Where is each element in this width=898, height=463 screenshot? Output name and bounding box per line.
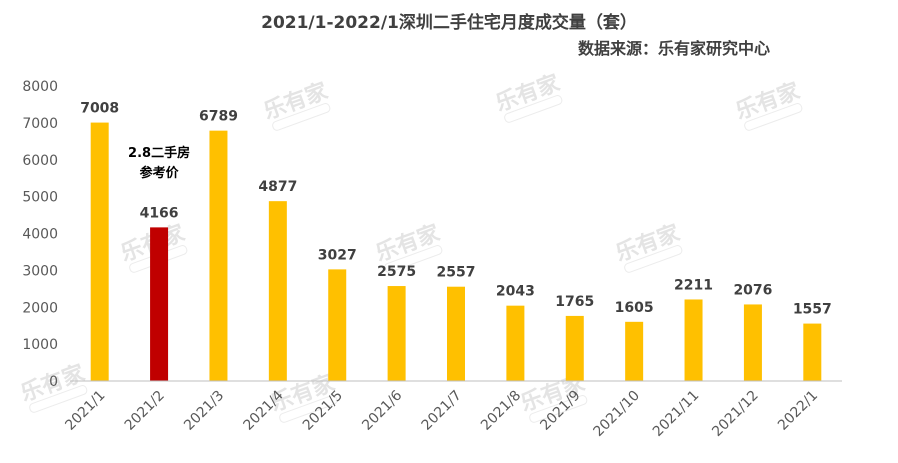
y-axis: 0 1000 2000 3000 4000 5000 6000 7000 8000 xyxy=(22,79,58,390)
x-tick-label: 2021/8 xyxy=(478,388,524,434)
data-label-2021/3: 6789 xyxy=(199,109,238,125)
data-label-2021/1: 7008 xyxy=(80,101,119,117)
data-label-2022/1: 1557 xyxy=(793,302,832,318)
bar-2021/6 xyxy=(387,286,406,381)
data-labels: 7008 4166 6789 4877 3027 2575 2557 2043 1765 1605… xyxy=(80,101,832,318)
data-label-2021/7: 2557 xyxy=(437,265,476,281)
watermark-badge xyxy=(529,395,588,423)
y-tick-label: 8000 xyxy=(22,79,58,95)
y-tick-label: 0 xyxy=(49,374,58,390)
data-label-2021/9: 1765 xyxy=(555,294,594,310)
chart-title: 2021/1-2022/1深圳二手住宅月度成交量（套） xyxy=(261,13,637,33)
watermark-badge xyxy=(624,245,683,273)
y-tick-label: 6000 xyxy=(22,153,58,169)
watermark-logo: 乐有家 xyxy=(492,70,564,123)
watermark-badge xyxy=(384,245,443,273)
annotation-line: 2.8二手房 xyxy=(128,145,190,161)
watermark-text: 乐有家 xyxy=(372,220,444,267)
data-label-2021/2: 4166 xyxy=(140,205,179,221)
x-tick-label: 2021/1 xyxy=(62,388,108,434)
bars xyxy=(90,122,822,381)
bar-2021/9 xyxy=(565,315,584,381)
watermark-logo: 乐有家 xyxy=(612,220,684,273)
bar-2022/1 xyxy=(803,323,822,381)
bar-2021/8 xyxy=(506,305,525,381)
bar-2021/12 xyxy=(743,304,762,381)
bar-2021/4 xyxy=(268,201,287,381)
x-tick-label: 2021/7 xyxy=(419,388,465,434)
bar-2021/7 xyxy=(447,286,465,381)
y-tick-label: 7000 xyxy=(22,116,58,132)
data-label-2021/12: 2076 xyxy=(733,282,772,298)
y-tick-label: 4000 xyxy=(22,227,58,243)
bar-2021/2 xyxy=(150,227,169,381)
x-tick-label: 2021/3 xyxy=(181,388,227,434)
bar-2021/5 xyxy=(328,269,347,381)
x-tick-label: 2021/11 xyxy=(650,388,702,440)
watermark-badge xyxy=(272,103,331,131)
watermark-text: 乐有家 xyxy=(612,220,684,267)
y-tick-label: 3000 xyxy=(22,263,58,279)
watermark-badge xyxy=(279,395,338,423)
data-label-2021/6: 2575 xyxy=(377,264,416,280)
y-tick-label: 2000 xyxy=(22,300,58,316)
watermark-text: 乐有家 xyxy=(732,78,804,125)
y-tick-label: 5000 xyxy=(22,190,58,206)
data-label-2021/8: 2043 xyxy=(496,284,535,300)
x-tick-label: 2021/6 xyxy=(359,387,405,433)
x-tick-label: 2021/10 xyxy=(591,388,643,440)
data-label-2021/11: 2211 xyxy=(674,277,713,293)
bar-2021/3 xyxy=(209,130,228,381)
data-label-2021/5: 3027 xyxy=(318,247,357,263)
watermark-badge xyxy=(29,385,88,413)
watermark-logo: 乐有家 xyxy=(260,78,332,131)
x-tick-label: 2021/2 xyxy=(122,388,168,434)
watermark-text: 乐有家 xyxy=(260,78,332,125)
x-tick-label: 2021/12 xyxy=(709,388,761,440)
bar-2021/10 xyxy=(625,321,644,381)
data-label-2021/4: 4877 xyxy=(258,179,297,195)
bar-2021/1 xyxy=(90,122,109,381)
chart-source: 数据来源：乐有家研究中心 xyxy=(577,39,770,58)
watermark-text: 乐有家 xyxy=(492,70,564,117)
data-label-2021/10: 1605 xyxy=(615,300,654,316)
bar-2021/11 xyxy=(684,299,703,381)
x-tick-label: 2022/1 xyxy=(775,388,821,434)
watermark-logo: 乐有家 xyxy=(732,78,804,131)
annotation-line: 参考价 xyxy=(140,165,180,181)
y-tick-label: 1000 xyxy=(22,337,58,353)
watermark-badge xyxy=(504,95,563,123)
watermark-badge xyxy=(744,103,803,131)
x-axis: 2021/1 2021/2 2021/3 2021/4 2021/5 2021/6 2021… xyxy=(62,380,842,440)
